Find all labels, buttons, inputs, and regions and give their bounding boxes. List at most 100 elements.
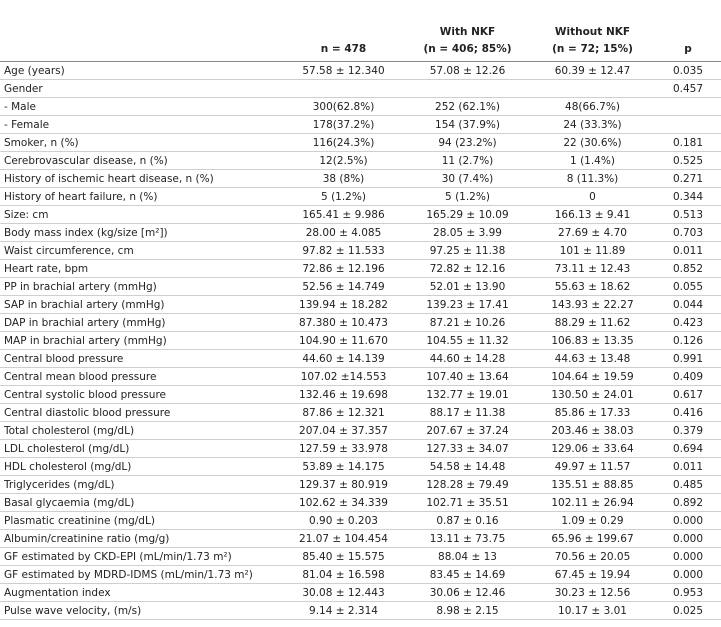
row-label: LDL cholesterol (mg/dL) (0, 439, 282, 458)
cell: 87.21 ± 10.26 (405, 313, 530, 332)
cell: 104.64 ± 19.59 (530, 367, 655, 386)
cell: 0.485 (655, 475, 721, 494)
cell: 54.58 ± 14.48 (405, 457, 530, 476)
cell: 0.991 (655, 349, 721, 368)
header-empty-cell (0, 0, 282, 62)
cell: 102.71 ± 35.51 (405, 493, 530, 512)
table-row: Basal glycaemia (mg/dL) 102.62 ± 34.339 10… (0, 493, 721, 512)
cell: 0.011 (655, 241, 721, 260)
cell: 60.39 ± 12.47 (530, 61, 655, 80)
cell: 130.50 ± 24.01 (530, 385, 655, 404)
table-row: Central mean blood pressure 107.02 ±14.55… (0, 367, 721, 386)
cell: 94 (23.2%) (405, 133, 530, 152)
table-row: - Female 178(37.2%) 154 (37.9%) 24 (33.3%) (0, 115, 721, 134)
cell: 85.86 ± 17.33 (530, 403, 655, 422)
cell: 154 (37.9%) (405, 115, 530, 134)
cell: 0.513 (655, 205, 721, 224)
cell: 13.11 ± 73.75 (405, 529, 530, 548)
table-row: Size: cm 165.41 ± 9.986 165.29 ± 10.09 166.… (0, 205, 721, 224)
header-cell: n = 478 (282, 0, 405, 62)
cell: 30 (7.4%) (405, 169, 530, 188)
table-row: Triglycerides (mg/dL) 129.37 ± 80.919 128.… (0, 475, 721, 494)
empty-cell (282, 79, 405, 98)
table-row: Cerebrovascular disease, n (%) 12(2.5%) 11… (0, 151, 721, 170)
cell: 128.28 ± 79.49 (405, 475, 530, 494)
row-label: Central diastolic blood pressure (0, 403, 282, 422)
cell: 0.181 (655, 133, 721, 152)
cell: 81.04 ± 16.598 (282, 565, 405, 584)
cell: 102.62 ± 34.339 (282, 493, 405, 512)
row-label: GF estimated by MDRD-IDMS (mL/min/1.73 m… (0, 565, 282, 584)
cell: 97.82 ± 11.533 (282, 241, 405, 260)
table-row: - Male 300(62.8%) 252 (62.1%) 48(66.7%) (0, 97, 721, 116)
cell: 65.96 ± 199.67 (530, 529, 655, 548)
table-row: Waist circumference, cm 97.82 ± 11.533 97.… (0, 241, 721, 260)
cell: 0.271 (655, 169, 721, 188)
cell: 0.694 (655, 439, 721, 458)
header-text: With NKF (439, 26, 496, 38)
cell: 1 (1.4%) (530, 151, 655, 170)
cell: 101 ± 11.89 (530, 241, 655, 260)
cell: 127.59 ± 33.978 (282, 439, 405, 458)
table-row: Age (years) 57.58 ± 12.340 57.08 ± 12.26 60… (0, 61, 721, 80)
cell: 49.97 ± 11.57 (530, 457, 655, 476)
table-row: Central diastolic blood pressure 87.86 ± … (0, 403, 721, 422)
cell: 67.45 ± 19.94 (530, 565, 655, 584)
table-row: Central systolic blood pressure 132.46 ± … (0, 385, 721, 404)
cell: 28.00 ± 4.085 (282, 223, 405, 242)
row-label: Heart rate, bpm (0, 259, 282, 278)
row-label: Basal glycaemia (mg/dL) (0, 493, 282, 512)
row-label: MAP in brachial artery (mmHg) (0, 331, 282, 350)
table-row: Heart rate, bpm 72.86 ± 12.196 72.82 ± 12.… (0, 259, 721, 278)
cell: 24 (33.3%) (530, 115, 655, 134)
table-row: SAP in brachial artery (mmHg) 139.94 ± 18… (0, 295, 721, 314)
cell: 5 (1.2%) (405, 187, 530, 206)
header-row: n = 478 With NKF (n = 406; 85%) Without NKF… (0, 0, 721, 62)
table-row: Total cholesterol (mg/dL) 207.04 ± 37.357… (0, 421, 721, 440)
cell: 0.126 (655, 331, 721, 350)
row-label: Smoker, n (%) (0, 133, 282, 152)
cell: 57.58 ± 12.340 (282, 61, 405, 80)
row-label: Total cholesterol (mg/dL) (0, 421, 282, 440)
cell: 0.892 (655, 493, 721, 512)
header-cell: p (655, 0, 721, 62)
cell: 44.60 ± 14.139 (282, 349, 405, 368)
cell: 0.344 (655, 187, 721, 206)
cell: 52.56 ± 14.749 (282, 277, 405, 296)
table-row: LDL cholesterol (mg/dL) 127.59 ± 33.978 12… (0, 439, 721, 458)
cell: 203.46 ± 38.03 (530, 421, 655, 440)
cell: 48(66.7%) (530, 97, 655, 116)
cell: 132.46 ± 19.698 (282, 385, 405, 404)
cell: 252 (62.1%) (405, 97, 530, 116)
row-label: Albumin/creatinine ratio (mg/g) (0, 529, 282, 548)
cell: 106.83 ± 13.35 (530, 331, 655, 350)
cell: 44.63 ± 13.48 (530, 349, 655, 368)
cell: 0 (530, 187, 655, 206)
cell: 0.525 (655, 151, 721, 170)
row-label: PP in brachial artery (mmHg) (0, 277, 282, 296)
row-label: History of heart failure, n (%) (0, 187, 282, 206)
cell: 0.000 (655, 511, 721, 530)
table-row: HDL cholesterol (mg/dL) 53.89 ± 14.175 54.… (0, 457, 721, 476)
table-row: Albumin/creatinine ratio (mg/g) 21.07 ± 1… (0, 529, 721, 548)
empty-cell (655, 97, 721, 116)
header-text: Without NKF (554, 26, 631, 38)
cell: 139.23 ± 17.41 (405, 295, 530, 314)
table-row: DAP in brachial artery (mmHg) 87.380 ± 10… (0, 313, 721, 332)
header-text: p (684, 43, 692, 55)
cell: 0.457 (655, 79, 721, 98)
table-row: Augmentation index 30.08 ± 12.443 30.06 ± … (0, 583, 721, 602)
cell: 207.67 ± 37.24 (405, 421, 530, 440)
table-row: Gender 0.457 (0, 79, 721, 98)
cell: 28.05 ± 3.99 (405, 223, 530, 242)
cell: 0.000 (655, 547, 721, 566)
cell: 21.07 ± 104.454 (282, 529, 405, 548)
cell: 44.60 ± 14.28 (405, 349, 530, 368)
cell: 0.044 (655, 295, 721, 314)
header-text: (n = 406; 85%) (423, 43, 512, 55)
cell: 178(37.2%) (282, 115, 405, 134)
cell: 0.953 (655, 583, 721, 602)
cell: 57.08 ± 12.26 (405, 61, 530, 80)
cell: 11 (2.7%) (405, 151, 530, 170)
